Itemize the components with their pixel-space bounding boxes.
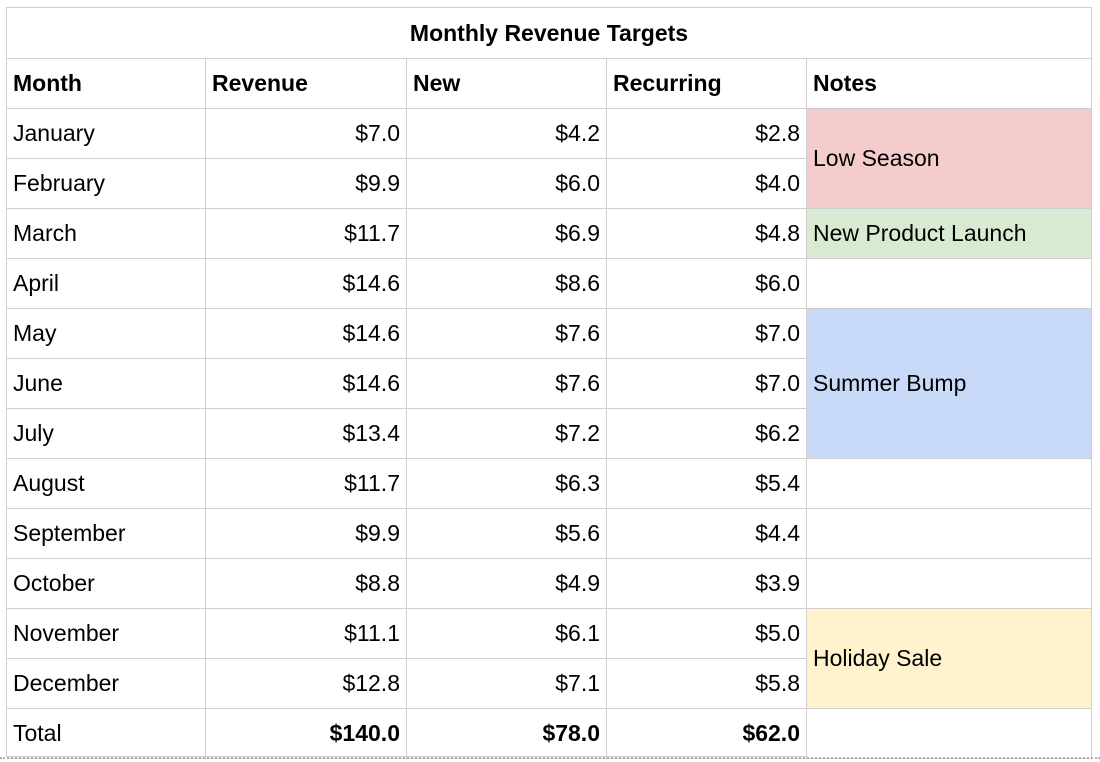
- note-cell[interactable]: New Product Launch: [807, 209, 1091, 259]
- cell-new[interactable]: $6.1: [407, 609, 607, 659]
- cell-new[interactable]: $4.2: [407, 109, 607, 159]
- cell-month[interactable]: March: [7, 209, 206, 259]
- cell-new[interactable]: $7.1: [407, 659, 607, 709]
- note-cell[interactable]: Low Season: [807, 109, 1091, 209]
- table-grid: Month Revenue New Recurring Notes Januar…: [7, 59, 1091, 759]
- cell-new[interactable]: $6.9: [407, 209, 607, 259]
- sheet-bottom-edge: [0, 757, 1100, 759]
- cell-month[interactable]: February: [7, 159, 206, 209]
- cell-new[interactable]: $6.3: [407, 459, 607, 509]
- cell-recurring[interactable]: $3.9: [607, 559, 807, 609]
- cell-month[interactable]: December: [7, 659, 206, 709]
- cell-recurring[interactable]: $4.4: [607, 509, 807, 559]
- cell-revenue[interactable]: $11.7: [206, 209, 407, 259]
- cell-month[interactable]: August: [7, 459, 206, 509]
- cell-new[interactable]: $7.2: [407, 409, 607, 459]
- cell-revenue[interactable]: $8.8: [206, 559, 407, 609]
- cell-month[interactable]: April: [7, 259, 206, 309]
- cell-recurring[interactable]: $4.8: [607, 209, 807, 259]
- total-revenue[interactable]: $140.0: [206, 709, 407, 759]
- header-recurring[interactable]: Recurring: [607, 59, 807, 109]
- cell-month[interactable]: June: [7, 359, 206, 409]
- total-new[interactable]: $78.0: [407, 709, 607, 759]
- note-cell[interactable]: Holiday Sale: [807, 609, 1091, 709]
- cell-recurring[interactable]: $6.2: [607, 409, 807, 459]
- table-title[interactable]: Monthly Revenue Targets: [7, 8, 1091, 59]
- header-notes[interactable]: Notes: [807, 59, 1091, 109]
- cell-new[interactable]: $8.6: [407, 259, 607, 309]
- cell-revenue[interactable]: $14.6: [206, 259, 407, 309]
- note-cell[interactable]: [807, 459, 1091, 509]
- cell-revenue[interactable]: $14.6: [206, 359, 407, 409]
- note-cell[interactable]: [807, 709, 1091, 759]
- total-label[interactable]: Total: [7, 709, 206, 759]
- note-cell[interactable]: [807, 559, 1091, 609]
- cell-revenue[interactable]: $9.9: [206, 509, 407, 559]
- cell-month[interactable]: January: [7, 109, 206, 159]
- total-recurring[interactable]: $62.0: [607, 709, 807, 759]
- cell-new[interactable]: $7.6: [407, 359, 607, 409]
- cell-recurring[interactable]: $7.0: [607, 359, 807, 409]
- cell-month[interactable]: October: [7, 559, 206, 609]
- cell-recurring[interactable]: $7.0: [607, 309, 807, 359]
- cell-month[interactable]: September: [7, 509, 206, 559]
- note-cell[interactable]: [807, 259, 1091, 309]
- cell-revenue[interactable]: $9.9: [206, 159, 407, 209]
- cell-recurring[interactable]: $5.8: [607, 659, 807, 709]
- cell-recurring[interactable]: $2.8: [607, 109, 807, 159]
- cell-recurring[interactable]: $5.4: [607, 459, 807, 509]
- cell-month[interactable]: May: [7, 309, 206, 359]
- cell-recurring[interactable]: $6.0: [607, 259, 807, 309]
- cell-revenue[interactable]: $11.1: [206, 609, 407, 659]
- header-revenue[interactable]: Revenue: [206, 59, 407, 109]
- note-cell[interactable]: [807, 509, 1091, 559]
- note-cell[interactable]: Summer Bump: [807, 309, 1091, 459]
- cell-new[interactable]: $5.6: [407, 509, 607, 559]
- cell-recurring[interactable]: $4.0: [607, 159, 807, 209]
- cell-month[interactable]: July: [7, 409, 206, 459]
- cell-recurring[interactable]: $5.0: [607, 609, 807, 659]
- cell-revenue[interactable]: $14.6: [206, 309, 407, 359]
- spreadsheet-table: Monthly Revenue Targets Month Revenue Ne…: [6, 7, 1092, 759]
- cell-new[interactable]: $6.0: [407, 159, 607, 209]
- cell-revenue[interactable]: $12.8: [206, 659, 407, 709]
- cell-revenue[interactable]: $13.4: [206, 409, 407, 459]
- header-new[interactable]: New: [407, 59, 607, 109]
- cell-revenue[interactable]: $11.7: [206, 459, 407, 509]
- cell-month[interactable]: November: [7, 609, 206, 659]
- cell-revenue[interactable]: $7.0: [206, 109, 407, 159]
- cell-new[interactable]: $4.9: [407, 559, 607, 609]
- header-month[interactable]: Month: [7, 59, 206, 109]
- cell-new[interactable]: $7.6: [407, 309, 607, 359]
